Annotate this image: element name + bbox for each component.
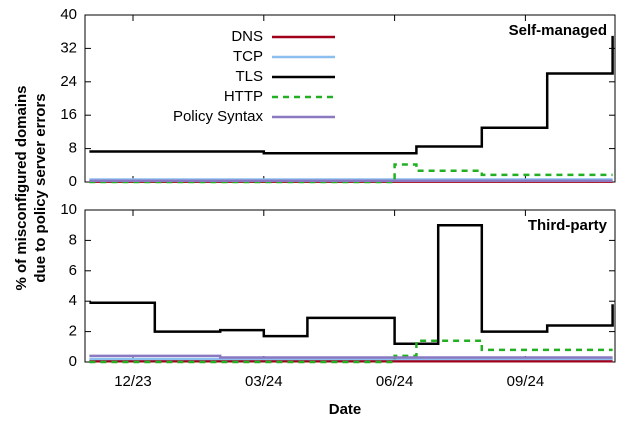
x-axis-label: Date [329,401,362,418]
y-tick-label: 32 [60,39,77,56]
data-line [89,35,614,155]
data-line [89,223,614,346]
legend-label: HTTP [224,88,263,105]
data-line [89,339,613,364]
y-tick-label: 8 [69,231,77,248]
y-tick-label: 10 [60,201,77,218]
y-tick-label: 2 [69,323,77,340]
y-tick-label: 8 [69,140,77,157]
x-tick-label: 09/24 [507,373,545,390]
y-tick-label: 16 [60,106,77,123]
y-tick-label: 4 [69,292,77,309]
x-tick-label: 06/24 [376,373,414,390]
y-tick-label: 24 [60,73,77,90]
legend-label: TLS [235,68,263,85]
panel-title: Self-managed [509,22,607,39]
legend-label: Policy Syntax [173,108,264,125]
legend-label: DNS [231,28,263,45]
y-tick-label: 6 [69,262,77,279]
data-line [89,163,613,184]
y-tick-label: 0 [69,353,77,370]
panel-title: Third-party [528,217,608,234]
x-tick-label: 03/24 [245,373,283,390]
y-axis-label: due to policy server errors [32,93,49,282]
x-tick-label: 12/23 [114,373,152,390]
legend-label: TCP [233,48,263,65]
y-tick-label: 40 [60,6,77,23]
plot-frame [84,14,616,183]
y-axis-label: % of misconfigured domains [13,85,30,290]
data-line [89,354,613,359]
y-tick-label: 0 [69,173,77,190]
